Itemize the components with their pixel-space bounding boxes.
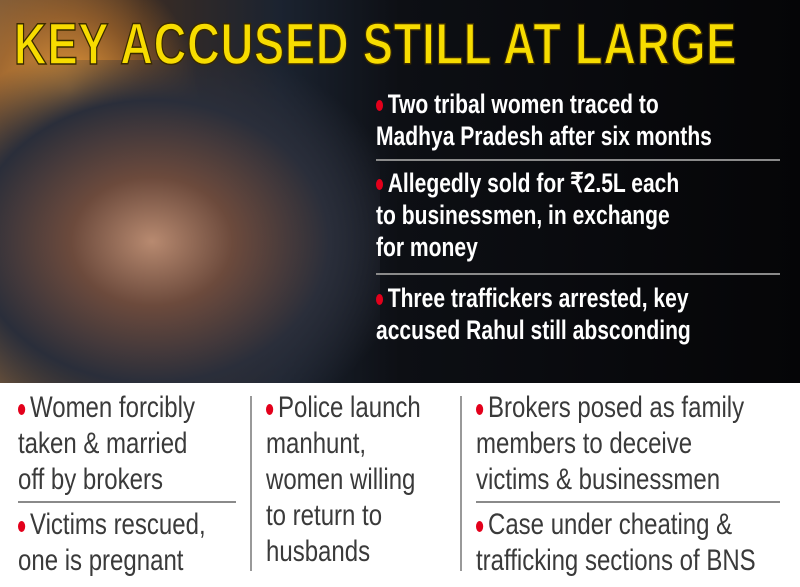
line: manhunt, bbox=[266, 427, 367, 460]
line: one is pregnant bbox=[18, 544, 184, 577]
line: accused Rahul still absconding bbox=[376, 315, 691, 345]
bullet-icon bbox=[18, 403, 26, 415]
bullet-icon bbox=[18, 520, 26, 532]
column-divider bbox=[460, 396, 462, 571]
divider bbox=[18, 501, 236, 503]
line: Two tribal women traced to bbox=[387, 89, 659, 119]
bullet-icon bbox=[376, 294, 384, 306]
bottom-point-3: Police launch manhunt, women willing to … bbox=[266, 390, 421, 570]
top-point-3: Three traffickers arrested, key accused … bbox=[376, 282, 782, 346]
line: taken & married bbox=[18, 427, 188, 460]
line: Women forcibly bbox=[30, 391, 195, 424]
line: members to deceive bbox=[476, 427, 693, 460]
column-divider bbox=[250, 396, 252, 571]
line: to return to bbox=[266, 499, 383, 532]
line: trafficking sections of BNS bbox=[476, 544, 756, 577]
bullet-icon bbox=[476, 520, 484, 532]
headline: KEY ACCUSED STILL AT LARGE bbox=[13, 11, 738, 78]
line: Police launch bbox=[278, 391, 421, 424]
line: Three traffickers arrested, key bbox=[387, 283, 689, 313]
bullet-icon bbox=[266, 403, 274, 415]
bottom-point-1: Women forcibly taken & married off by br… bbox=[18, 390, 195, 498]
line: husbands bbox=[266, 535, 371, 568]
line: women willing bbox=[266, 463, 416, 496]
top-point-1: Two tribal women traced to Madhya Prades… bbox=[376, 88, 782, 152]
divider bbox=[376, 273, 780, 275]
bullet-icon bbox=[376, 100, 384, 112]
header-photo-panel: KEY ACCUSED STILL AT LARGE Two tribal wo… bbox=[0, 0, 800, 383]
line: Victims rescued, bbox=[30, 508, 206, 541]
divider bbox=[376, 159, 780, 161]
line: Case under cheating & bbox=[488, 508, 733, 541]
line: Allegedly sold for ₹2.5L each bbox=[387, 168, 680, 198]
line: victims & businessmen bbox=[476, 463, 721, 496]
line: Brokers posed as family bbox=[488, 391, 745, 424]
bottom-point-2: Victims rescued, one is pregnant bbox=[18, 507, 206, 579]
handcuffed-hands-photo bbox=[0, 60, 380, 383]
line: Madhya Pradesh after six months bbox=[376, 121, 712, 151]
top-point-2: Allegedly sold for ₹2.5L each to busines… bbox=[376, 167, 782, 263]
bullet-icon bbox=[376, 179, 384, 191]
bottom-point-4: Brokers posed as family members to decei… bbox=[476, 390, 744, 498]
bullet-icon bbox=[476, 403, 484, 415]
line: for money bbox=[376, 232, 478, 262]
bottom-point-5: Case under cheating & trafficking sectio… bbox=[476, 507, 756, 579]
divider bbox=[476, 501, 780, 503]
line: to businessmen, in exchange bbox=[376, 200, 670, 230]
line: off by brokers bbox=[18, 463, 163, 496]
